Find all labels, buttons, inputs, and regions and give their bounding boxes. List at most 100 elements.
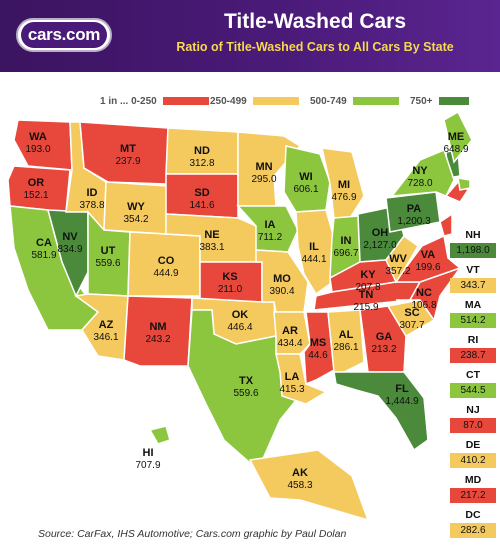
legend-swatch-light-green	[352, 97, 399, 105]
legend-label-2: 500-749	[310, 95, 347, 107]
state-abbr-nc: NC	[416, 287, 432, 299]
state-fl	[333, 371, 429, 452]
state-me	[443, 110, 473, 164]
state-abbr-ks: KS	[222, 271, 237, 283]
state-abbr-sc: SC	[404, 307, 419, 319]
side-state-ct: CT 544.5	[450, 368, 496, 398]
side-state-value: 514.2	[450, 313, 496, 328]
state-abbr-ok: OK	[232, 309, 249, 321]
state-abbr-hi: HI	[143, 447, 154, 459]
state-abbr-nv: NV	[62, 231, 78, 243]
side-state-ma: MA 514.2	[450, 298, 496, 328]
state-abbr-ny: NY	[412, 165, 428, 177]
state-abbr-al: AL	[339, 329, 354, 341]
state-abbr-oh: OH	[372, 227, 389, 239]
state-abbr-id: ID	[87, 187, 98, 199]
state-abbr-pa: PA	[407, 203, 422, 215]
map-subtitle: Ratio of Title-Washed Cars to All Cars B…	[176, 40, 454, 54]
side-state-md: MD 217.2	[450, 473, 496, 503]
state-md-de-region	[439, 212, 453, 237]
state-abbr-sd: SD	[194, 187, 209, 199]
state-value-ny: 728.0	[407, 178, 432, 189]
side-state-abbr: MA	[464, 299, 482, 311]
state-abbr-nm: NM	[149, 321, 166, 333]
state-value-ia: 711.2	[258, 232, 283, 243]
legend-item-1: 250-499	[210, 91, 299, 111]
state-abbr-ga: GA	[376, 331, 393, 343]
state-abbr-la: LA	[285, 371, 300, 383]
state-abbr-ut: UT	[101, 245, 116, 257]
state-value-ca: 581.9	[31, 250, 56, 261]
state-abbr-az: AZ	[99, 319, 114, 331]
state-ak	[248, 449, 370, 522]
side-state-de: DE 410.2	[450, 438, 496, 468]
state-value-mi: 476.9	[331, 192, 356, 203]
state-value-nc: 106.8	[411, 300, 436, 311]
state-nm	[123, 295, 193, 367]
legend-item-0: 1 in ... 0-250	[100, 91, 209, 111]
legend-label-1: 250-499	[210, 95, 247, 107]
state-abbr-ky: KY	[360, 269, 376, 281]
state-ny	[390, 148, 455, 197]
state-abbr-fl: FL	[395, 383, 409, 395]
side-state-value: 217.2	[450, 488, 496, 503]
state-abbr-wv: WV	[389, 253, 407, 265]
state-value-wy: 354.2	[123, 214, 148, 225]
state-value-in: 696.7	[333, 248, 358, 259]
state-abbr-ne: NE	[204, 229, 219, 241]
state-abbr-wa: WA	[29, 131, 47, 143]
state-abbr-ak: AK	[292, 467, 308, 479]
state-value-hi: 707.9	[135, 460, 160, 471]
side-state-vt: VT 343.7	[450, 263, 496, 293]
state-abbr-mn: MN	[255, 161, 272, 173]
side-state-abbr: CT	[466, 369, 480, 381]
state-abbr-ar: AR	[282, 325, 298, 337]
state-value-wa: 193.0	[25, 144, 50, 155]
side-state-abbr: NH	[465, 229, 481, 241]
state-value-pa: 1,200.3	[397, 216, 431, 227]
state-abbr-mt: MT	[120, 143, 136, 155]
legend-label-0: 1 in ... 0-250	[100, 95, 157, 107]
state-la	[275, 353, 328, 405]
legend-swatch-yellow	[252, 97, 299, 105]
state-mo	[255, 249, 309, 313]
legend-item-3: 750+	[410, 91, 469, 111]
state-abbr-nd: ND	[194, 145, 210, 157]
state-abbr-mo: MO	[273, 273, 291, 285]
side-state-nj: NJ 87.0	[450, 403, 496, 433]
side-state-value: 544.5	[450, 383, 496, 398]
state-az	[74, 293, 129, 361]
state-value-az: 346.1	[93, 332, 118, 343]
state-abbr-wi: WI	[299, 171, 312, 183]
source-note: Source: CarFax, IHS Automotive; Cars.com…	[38, 528, 347, 540]
state-value-oh: 2,127.0	[363, 240, 397, 251]
state-mt	[79, 121, 169, 185]
state-value-ga: 213.2	[371, 344, 396, 355]
state-abbr-ms: MS	[310, 337, 327, 349]
side-state-value: 1,198.0	[450, 243, 496, 258]
map-title: Title-Washed Cars	[223, 10, 407, 33]
state-il	[295, 209, 335, 296]
state-value-tn: 215.9	[353, 302, 378, 313]
side-state-abbr: VT	[466, 264, 480, 276]
state-value-tx: 559.6	[233, 388, 258, 399]
side-state-abbr: NJ	[466, 404, 480, 416]
state-ma-ct-region	[457, 177, 471, 191]
state-value-ar: 434.4	[277, 338, 302, 349]
state-abbr-va: VA	[421, 249, 436, 261]
state-value-mt: 237.9	[115, 156, 140, 167]
state-value-sc: 307.7	[399, 320, 424, 331]
state-value-fl: 1,444.9	[385, 396, 419, 407]
legend-swatch-dark-green	[438, 97, 469, 105]
side-state-abbr: RI	[467, 334, 479, 346]
state-abbr-co: CO	[158, 255, 175, 267]
state-value-ne: 383.1	[199, 242, 224, 253]
side-state-nh: NH 1,198.0	[450, 228, 496, 258]
state-abbr-ca: CA	[36, 237, 52, 249]
state-value-ms: 44.6	[308, 350, 328, 361]
state-value-me: 648.9	[443, 144, 468, 155]
state-abbr-ia: IA	[265, 219, 276, 231]
state-abbr-me: ME	[448, 131, 465, 143]
header-banner: cars.com Title-Washed Cars Ratio of Titl…	[0, 0, 500, 72]
